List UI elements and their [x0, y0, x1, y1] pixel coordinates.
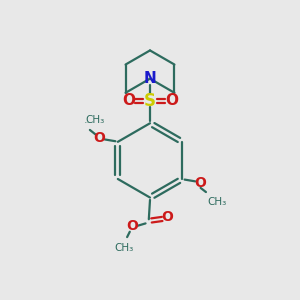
Text: S: S [144, 92, 156, 110]
Text: CH₃: CH₃ [85, 115, 105, 124]
Text: methyl: methyl [85, 122, 89, 123]
Text: CH₃: CH₃ [115, 243, 134, 253]
Text: N: N [144, 71, 156, 86]
Text: O: O [195, 176, 206, 190]
Text: CH₃: CH₃ [207, 197, 227, 207]
Text: O: O [94, 131, 105, 145]
Text: O: O [122, 94, 135, 109]
Text: O: O [165, 94, 178, 109]
Text: O: O [161, 211, 173, 224]
Text: O: O [126, 219, 138, 233]
